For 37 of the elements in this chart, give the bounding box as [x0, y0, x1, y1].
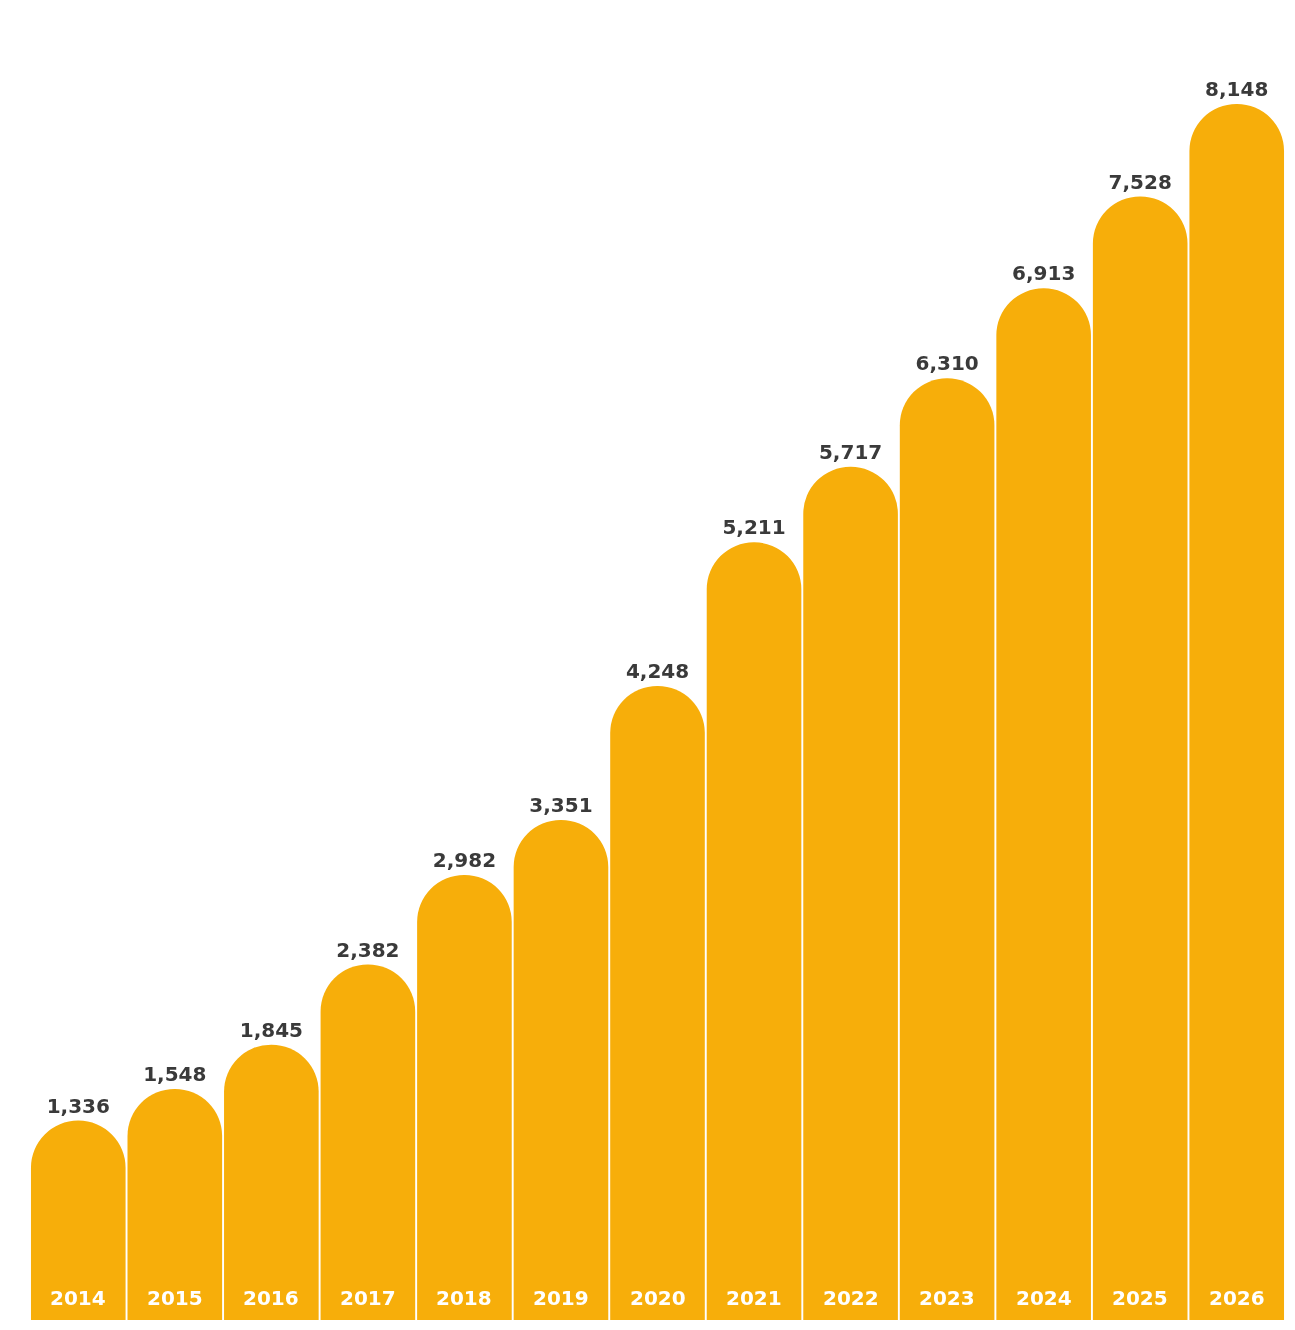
bar [803, 466, 898, 1320]
bar [996, 288, 1091, 1320]
bar [127, 1088, 223, 1320]
bar [417, 874, 512, 1320]
data-label: 3,351 [529, 792, 593, 817]
x-tick-label: 2020 [630, 1286, 686, 1310]
x-tick-label: 2019 [533, 1286, 589, 1310]
data-label: 6,913 [1012, 261, 1076, 286]
data-label: 7,528 [1108, 169, 1172, 194]
data-label: 5,211 [722, 515, 786, 540]
x-tick-label: 2018 [436, 1286, 492, 1310]
x-tick-label: 2025 [1112, 1286, 1168, 1310]
bar [224, 1044, 319, 1320]
x-tick-label: 2015 [147, 1286, 203, 1310]
data-label: 5,717 [818, 439, 883, 464]
bar [706, 542, 802, 1320]
x-tick-label: 2022 [823, 1286, 879, 1310]
data-label: 8,148 [1205, 77, 1269, 101]
x-tick-label: 2017 [340, 1286, 396, 1310]
data-label: 1,845 [239, 1017, 303, 1042]
data-label: 1,336 [46, 1093, 110, 1118]
x-tick-label: 2016 [243, 1286, 299, 1310]
x-tick-label: 2021 [726, 1286, 782, 1310]
bar [30, 1120, 126, 1320]
x-tick-label: 2024 [1016, 1286, 1072, 1310]
bar [320, 964, 416, 1320]
x-tick-label: 2026 [1209, 1286, 1265, 1310]
bar [610, 686, 705, 1320]
data-label: 4,248 [625, 659, 690, 684]
data-label: 1,548 [143, 1061, 207, 1086]
x-tick-label: 2014 [50, 1286, 106, 1310]
data-label: 2,382 [336, 937, 400, 962]
data-label: 6,310 [915, 351, 979, 376]
data-label: 2,982 [432, 847, 497, 872]
bar [513, 819, 609, 1320]
x-tick-label: 2023 [919, 1286, 975, 1310]
bar [899, 378, 995, 1320]
